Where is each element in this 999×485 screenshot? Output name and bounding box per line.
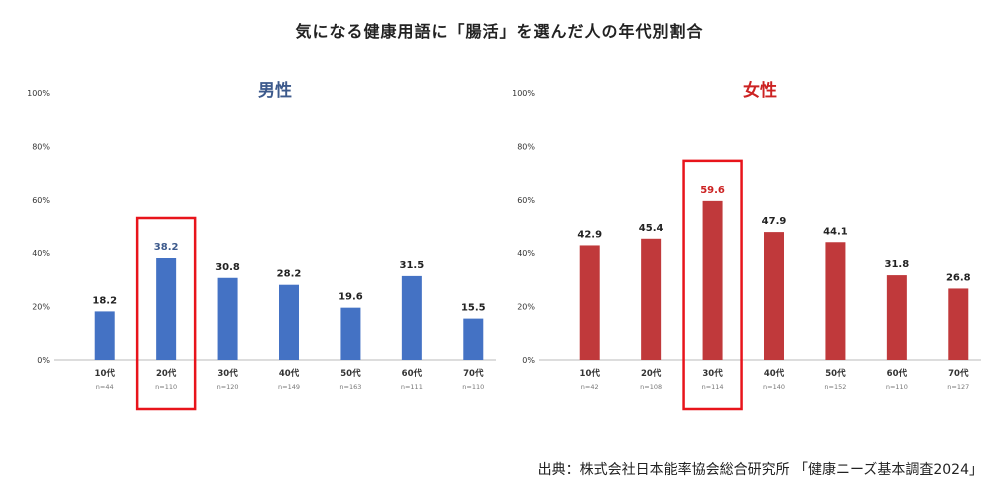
female-value-label: 42.9 (577, 229, 602, 240)
male-sample-size-label: n=120 (217, 383, 239, 391)
male-sample-size-label: n=110 (462, 383, 484, 391)
male-y-tick-label: 100% (27, 89, 50, 98)
male-bar (340, 307, 361, 360)
chart-main-title: 気になる健康用語に「腸活」を選んだ人の年代別割合 (295, 22, 704, 41)
male-value-label: 28.2 (277, 269, 302, 280)
male-category-label: 60代 (402, 368, 423, 379)
female-bar (764, 232, 784, 360)
male-category-label: 20代 (156, 368, 177, 379)
female-bar-chart: 0% 20% 40% 60% 80% 100% 42.9 10代 n=42 45.4 20代 n=10… (512, 89, 981, 411)
female-value-label: 45.4 (639, 223, 664, 234)
male-sample-size-label: n=149 (278, 383, 300, 391)
female-category-label: 30代 (702, 368, 723, 379)
male-value-label: 19.6 (338, 292, 363, 303)
male-category-label: 70代 (463, 368, 484, 379)
male-bar-chart: 0% 20% 40% 60% 80% 100% 18.2 10代 n=44 38.2 20代 n=11… (27, 89, 496, 411)
male-value-label: 30.8 (215, 262, 240, 273)
male-value-label: 15.5 (461, 303, 486, 314)
male-sample-size-label: n=111 (401, 383, 423, 391)
female-category-label: 20代 (641, 368, 662, 379)
male-y-tick-label: 0% (37, 356, 50, 365)
male-sample-size-label: n=44 (96, 383, 114, 391)
male-bar (217, 277, 238, 360)
female-highlight-box (682, 159, 743, 411)
female-y-tick-label: 20% (517, 303, 535, 312)
male-category-label: 30代 (217, 368, 238, 379)
female-value-label: 47.9 (762, 216, 787, 227)
female-bar (886, 275, 907, 360)
male-bar (401, 275, 422, 360)
male-chart-title: 男性 (258, 81, 292, 101)
male-category-label: 10代 (95, 368, 116, 379)
male-y-tick-label: 60% (32, 196, 50, 205)
male-bar (463, 318, 484, 360)
female-y-tick-label: 40% (517, 249, 535, 258)
male-sample-size-label: n=163 (339, 383, 361, 391)
female-sample-size-label: n=110 (886, 383, 908, 391)
female-bar (702, 200, 723, 360)
male-y-tick-label: 80% (32, 142, 50, 151)
female-chart-panel: 女性 0% 20% 40% 60% 80% 100% 42.9 10代 n=42 45.4 20代 n… (505, 60, 985, 420)
female-sample-size-label: n=140 (763, 383, 785, 391)
female-category-label: 70代 (948, 368, 969, 379)
male-category-label: 40代 (279, 368, 300, 379)
female-value-label: 31.8 (885, 259, 910, 270)
male-bar (279, 284, 299, 360)
female-value-label: 59.6 (700, 185, 725, 196)
female-bar (825, 242, 846, 360)
female-bar (579, 245, 600, 360)
female-sample-size-label: n=108 (640, 383, 662, 391)
male-chart-panel: 男性 0% 20% 40% 60% 80% 100% 18.2 10代 n=44 38.2 20代 n… (20, 60, 500, 420)
female-value-label: 26.8 (946, 272, 971, 283)
male-value-label: 31.5 (400, 260, 425, 271)
male-y-tick-label: 20% (32, 303, 50, 312)
male-highlight-box (135, 216, 197, 411)
male-y-tick-label: 40% (32, 249, 50, 258)
female-sample-size-label: n=127 (947, 383, 969, 391)
female-bar (948, 288, 969, 360)
male-bar (156, 258, 177, 360)
male-value-label: 38.2 (154, 242, 179, 253)
female-y-tick-label: 100% (512, 89, 535, 98)
female-y-tick-label: 80% (517, 142, 535, 151)
male-value-label: 18.2 (92, 295, 117, 306)
female-category-label: 50代 (825, 368, 846, 379)
female-sample-size-label: n=42 (581, 383, 599, 391)
source-citation: 出典：株式会社日本能率協会総合研究所 「健康ニーズ基本調査2024」 (537, 462, 983, 478)
female-category-label: 40代 (764, 368, 785, 379)
female-bar (641, 238, 662, 360)
male-bar (94, 311, 115, 360)
female-value-label: 44.1 (823, 226, 848, 237)
female-category-label: 10代 (580, 368, 601, 379)
female-sample-size-label: n=114 (702, 383, 724, 391)
female-y-tick-label: 0% (522, 356, 535, 365)
male-category-label: 50代 (340, 368, 361, 379)
male-sample-size-label: n=110 (155, 383, 177, 391)
female-y-tick-label: 60% (517, 196, 535, 205)
female-category-label: 60代 (887, 368, 908, 379)
female-sample-size-label: n=152 (824, 383, 846, 391)
female-chart-title: 女性 (743, 81, 777, 101)
